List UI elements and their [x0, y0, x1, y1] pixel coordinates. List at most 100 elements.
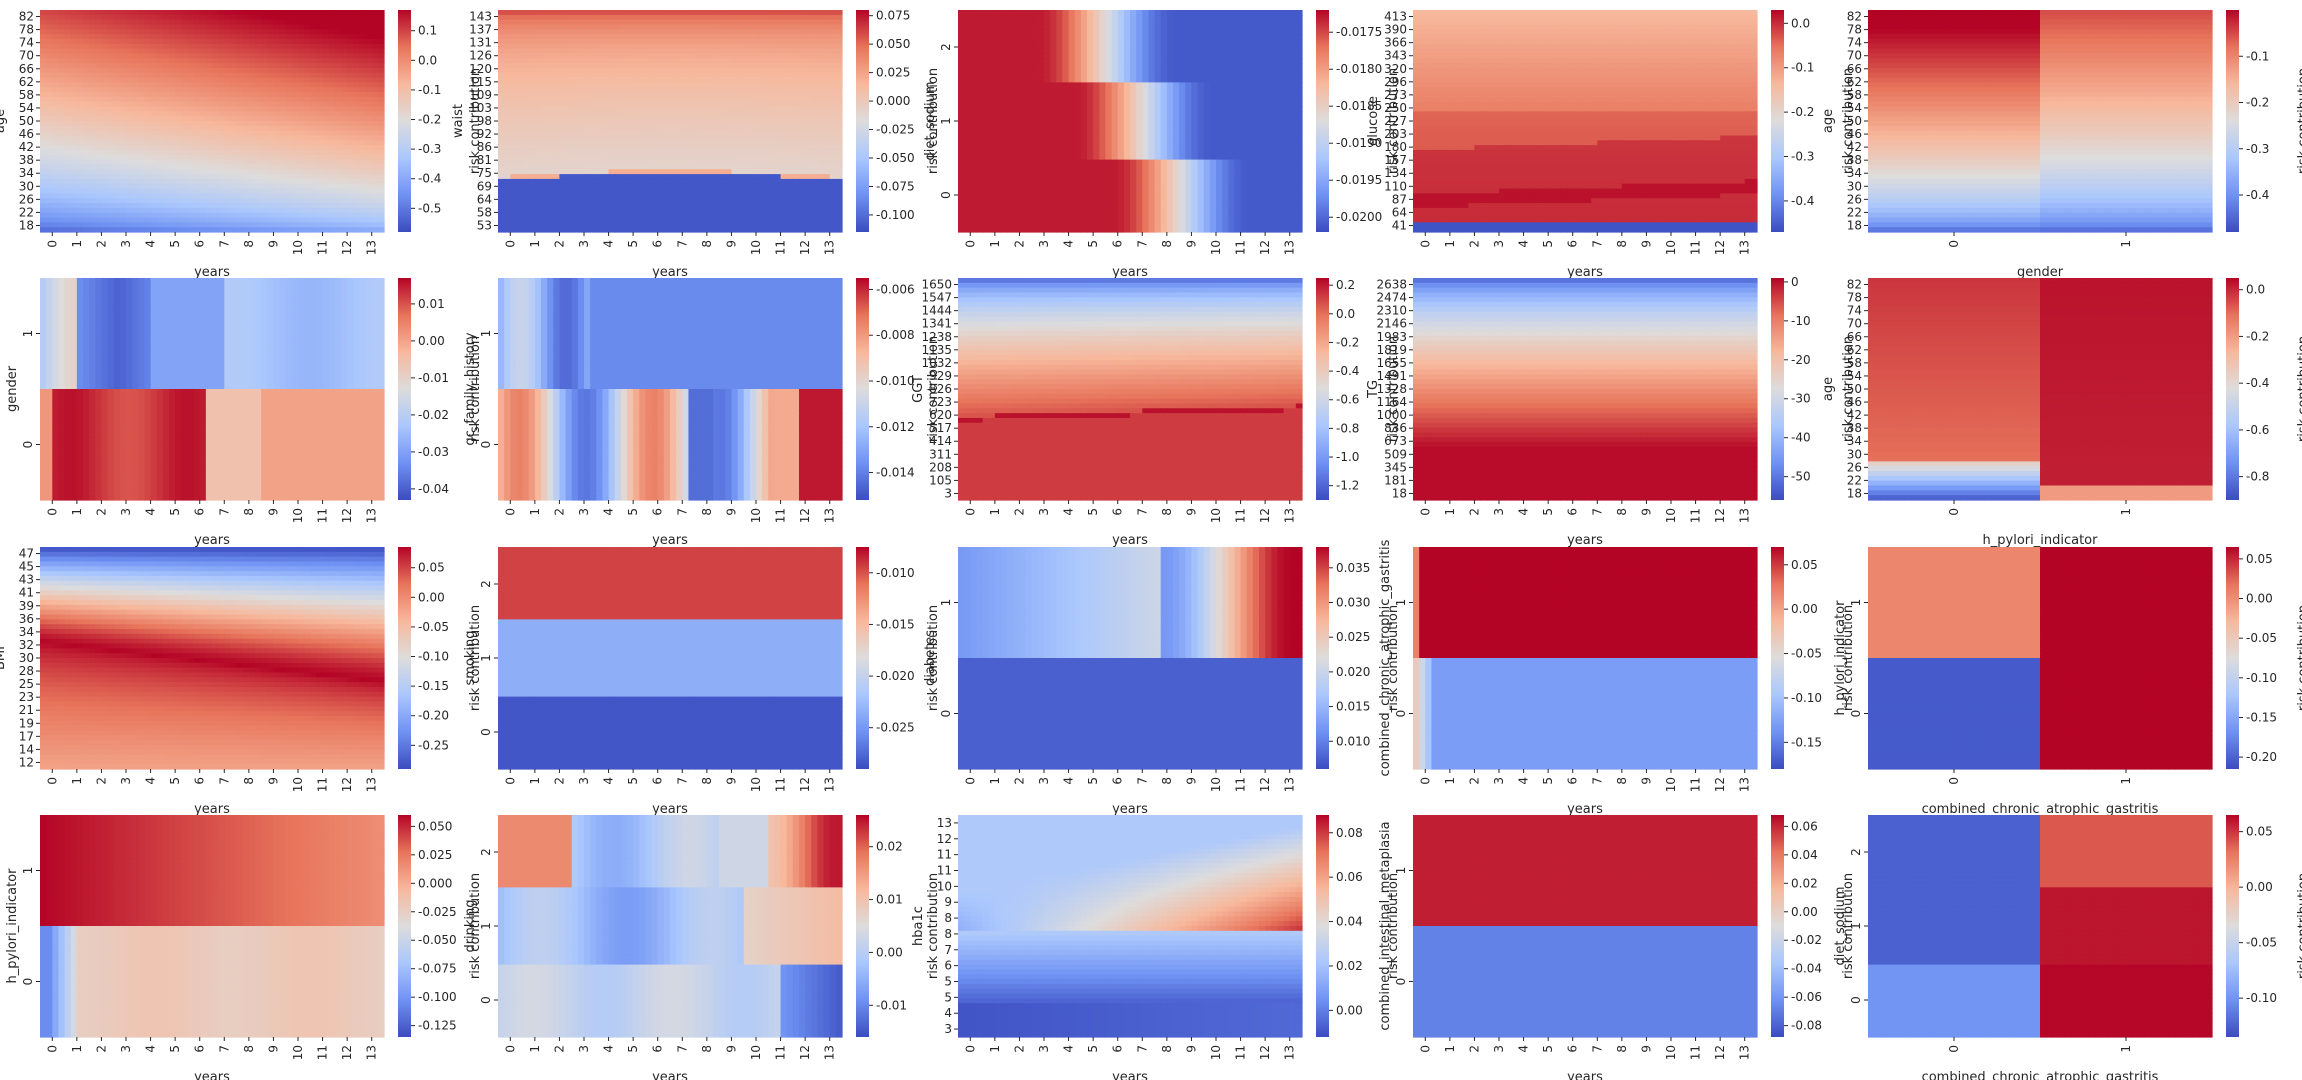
heat-cell	[218, 208, 225, 213]
heat-cell	[101, 184, 108, 189]
heat-cell	[596, 10, 603, 15]
heat-cell	[280, 227, 287, 232]
heat-cell	[120, 116, 127, 121]
heat-cell	[329, 189, 336, 194]
heat-cell	[273, 68, 280, 73]
heat-cell	[77, 82, 84, 87]
heat-cell	[132, 102, 139, 107]
heat-cell	[218, 44, 225, 49]
heat-cell	[224, 68, 231, 73]
heat-cell	[280, 174, 287, 179]
heat-cell	[280, 63, 287, 68]
heat-cell	[329, 121, 336, 126]
heat-cell	[243, 102, 250, 107]
heat-cell	[243, 169, 250, 174]
heat-cell	[323, 150, 330, 155]
heat-cell	[175, 121, 182, 126]
heat-cell	[95, 107, 102, 112]
heat-cell	[292, 193, 299, 198]
heat-cell	[40, 24, 47, 29]
heat-cell	[255, 34, 262, 39]
heat-cell	[516, 20, 523, 25]
heat-cell	[261, 140, 268, 145]
heat-cell	[212, 87, 219, 92]
heat-cell	[304, 34, 311, 39]
heat-cell	[126, 189, 133, 194]
heat-cell	[65, 49, 72, 54]
heat-cell	[224, 218, 231, 223]
heat-cell	[310, 198, 317, 203]
heat-cell	[132, 63, 139, 68]
heat-cell	[181, 121, 188, 126]
heat-cell	[510, 29, 517, 34]
heat-cell	[89, 150, 96, 155]
heat-cell	[372, 58, 379, 63]
heat-cell	[249, 222, 256, 227]
heat-cell	[218, 107, 225, 112]
heat-cell	[114, 53, 121, 58]
heat-cell	[243, 227, 250, 232]
heat-cell	[144, 10, 151, 15]
heat-cell	[175, 140, 182, 145]
heat-cell	[292, 198, 299, 203]
heat-cell	[224, 189, 231, 194]
heat-cell	[175, 49, 182, 54]
heat-cell	[120, 87, 127, 92]
heat-cell	[335, 97, 342, 102]
heat-cell	[218, 218, 225, 223]
heat-cell	[224, 227, 231, 232]
heat-cell	[77, 10, 84, 15]
heat-cell	[212, 97, 219, 102]
heat-cell	[120, 140, 127, 145]
heat-cell	[688, 10, 695, 15]
heat-cell	[372, 179, 379, 184]
heat-cell	[713, 15, 720, 20]
heat-cell	[255, 58, 262, 63]
heat-cell	[138, 78, 145, 83]
heat-cell	[335, 189, 342, 194]
heat-cell	[310, 10, 317, 15]
heat-cell	[273, 198, 280, 203]
heat-cell	[578, 20, 585, 25]
heat-cell	[249, 203, 256, 208]
heat-cell	[46, 24, 53, 29]
heat-cell	[366, 58, 373, 63]
heat-cell	[633, 20, 640, 25]
heat-cell	[329, 203, 336, 208]
heat-cell	[738, 24, 745, 29]
heat-cell	[108, 68, 115, 73]
heat-cell	[194, 160, 201, 165]
heat-cell	[46, 169, 53, 174]
heat-cell	[359, 208, 366, 213]
heat-cell	[108, 155, 115, 160]
colorbar-tick-label: -0.1	[418, 83, 441, 97]
heat-cell	[95, 121, 102, 126]
heat-cell	[120, 150, 127, 155]
heat-cell	[298, 208, 305, 213]
heat-cell	[151, 107, 158, 112]
heat-cell	[77, 198, 84, 203]
heat-cell	[206, 164, 213, 169]
heat-cell	[316, 102, 323, 107]
heat-cell	[676, 20, 683, 25]
heatmap-panel-2: 0 1 2 3 4 5 6 7 8 9 10 11 12 13years14313713112612011…	[451, 9, 941, 280]
heat-cell	[799, 10, 806, 15]
heat-cell	[144, 97, 151, 102]
heat-cell	[83, 92, 90, 97]
heat-cell	[298, 15, 305, 20]
heat-cell	[194, 111, 201, 116]
heat-cell	[224, 121, 231, 126]
heat-cell	[286, 102, 293, 107]
heat-cell	[261, 15, 268, 20]
heat-cell	[323, 208, 330, 213]
heat-cell	[335, 10, 342, 15]
heat-cell	[169, 222, 176, 227]
heat-cell	[212, 184, 219, 189]
heat-cell	[323, 222, 330, 227]
heat-cell	[249, 193, 256, 198]
heat-cell	[138, 102, 145, 107]
heat-cell	[89, 29, 96, 34]
heat-cell	[194, 49, 201, 54]
heat-cell	[58, 222, 65, 227]
heat-cell	[323, 97, 330, 102]
